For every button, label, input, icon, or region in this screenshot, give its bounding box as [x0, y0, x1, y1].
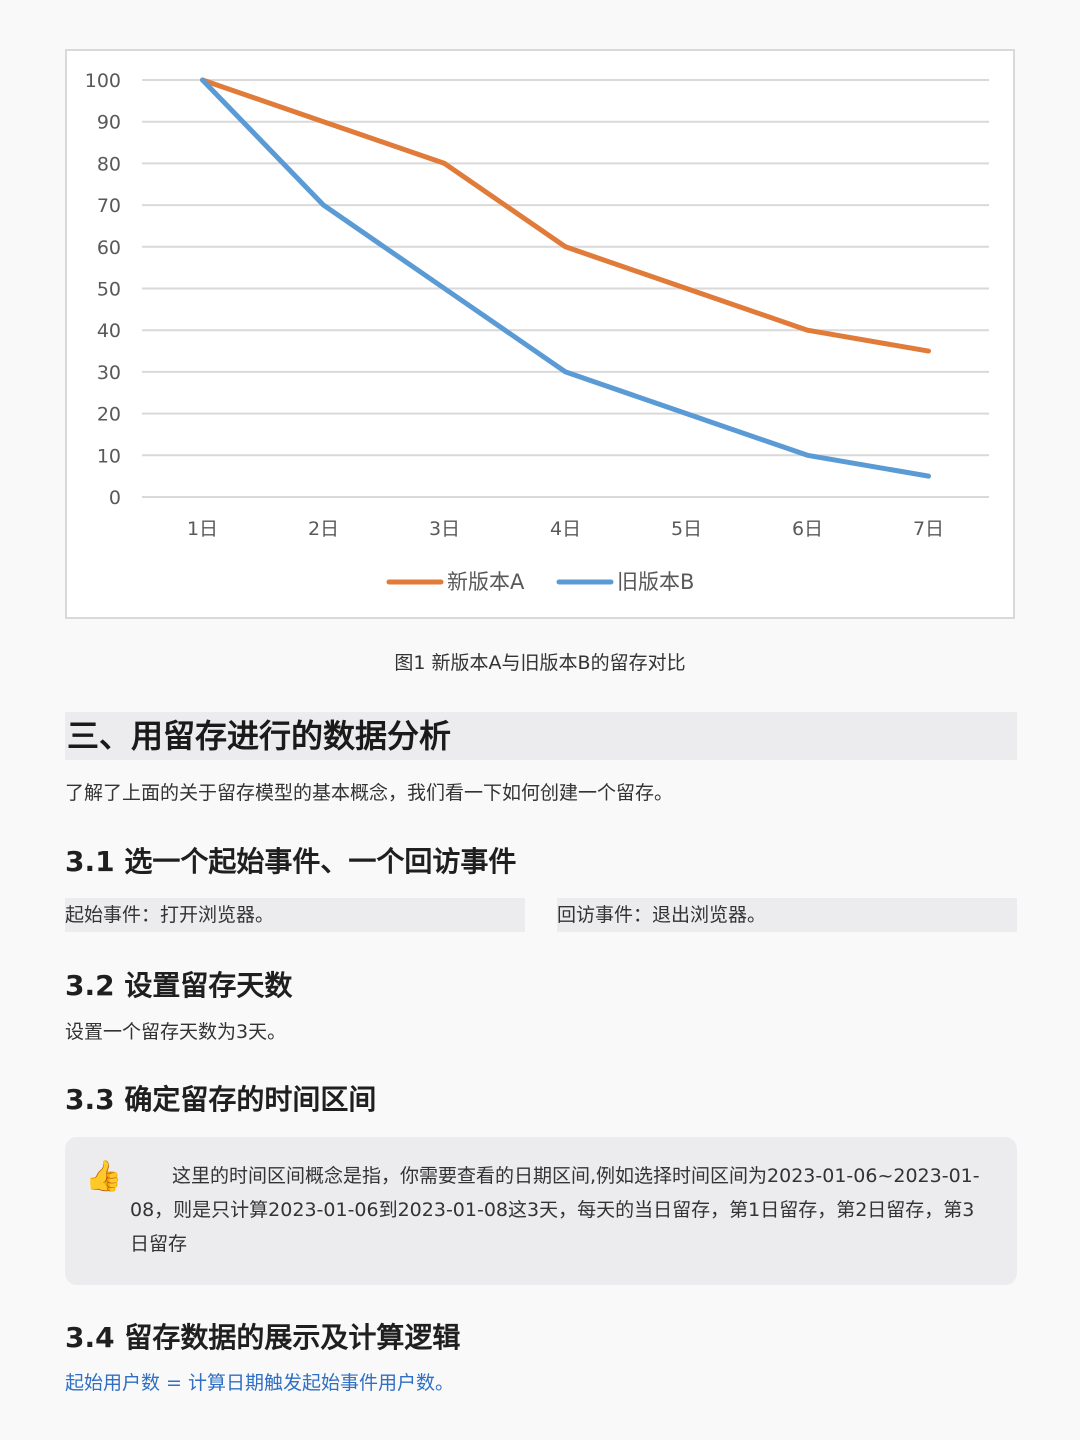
heading-3-3: 3.3 确定留存的时间区间 — [65, 1083, 377, 1116]
y-tick-label: 70 — [97, 195, 121, 217]
intro-paragraph: 了解了上面的关于留存模型的基本概念，我们看一下如何创建一个留存。 — [65, 782, 674, 804]
callout-box: 👍 这里的时间区间概念是指，你需要查看的日期区间,例如选择时间区间为2023-0… — [65, 1137, 1017, 1285]
legend-label: 新版本A — [447, 570, 525, 594]
heading-3-2: 3.2 设置留存天数 — [65, 969, 293, 1002]
legend-label: 旧版本B — [617, 570, 694, 594]
y-tick-label: 20 — [97, 404, 121, 426]
return-event-cell: 回访事件：退出浏览器。 — [557, 898, 1017, 932]
y-tick-label: 40 — [97, 320, 121, 342]
heading-3-1: 3.1 选一个起始事件、一个回访事件 — [65, 845, 517, 878]
heading-3-4: 3.4 留存数据的展示及计算逻辑 — [65, 1321, 461, 1354]
x-tick-label: 4日 — [550, 518, 581, 540]
retention-chart: 0 10 20 30 40 50 60 70 80 90 100 1日 2日 3日 4日 5日 6日 7日新版本A… — [65, 49, 1015, 619]
x-tick-label: 6日 — [792, 518, 823, 540]
chart-svg: 0 10 20 30 40 50 60 70 80 90 100 1日 2日 3日 4日 5日 6日 7日新版本A… — [85, 70, 989, 594]
callout-text: 这里的时间区间概念是指，你需要查看的日期区间,例如选择时间区间为2023-01-… — [130, 1165, 980, 1255]
thumbs-up-icon: 👍 — [85, 1159, 123, 1194]
y-tick-label: 0 — [109, 487, 121, 509]
x-tick-label: 7日 — [913, 518, 944, 540]
x-tick-label: 1日 — [187, 518, 218, 540]
start-event-cell: 起始事件：打开浏览器。 — [65, 898, 525, 932]
section-title: 三、用留存进行的数据分析 — [65, 712, 1017, 760]
x-tick-label: 5日 — [671, 518, 702, 540]
figure-caption: 图1 新版本A与旧版本B的留存对比 — [394, 652, 686, 674]
formula-text: 起始用户数 = 计算日期触发起始事件用户数。 — [65, 1372, 455, 1394]
y-tick-label: 10 — [97, 445, 121, 467]
y-tick-label: 100 — [85, 70, 121, 92]
y-tick-label: 60 — [97, 237, 121, 259]
y-tick-label: 80 — [97, 153, 121, 175]
y-tick-label: 30 — [97, 362, 121, 384]
y-tick-label: 90 — [97, 112, 121, 134]
x-tick-label: 2日 — [308, 518, 339, 540]
y-tick-label: 50 — [97, 279, 121, 301]
retention-days-text: 设置一个留存天数为3天。 — [65, 1021, 287, 1043]
series-line-a — [200, 77, 931, 354]
series-line-b — [200, 77, 931, 479]
x-tick-label: 3日 — [429, 518, 460, 540]
